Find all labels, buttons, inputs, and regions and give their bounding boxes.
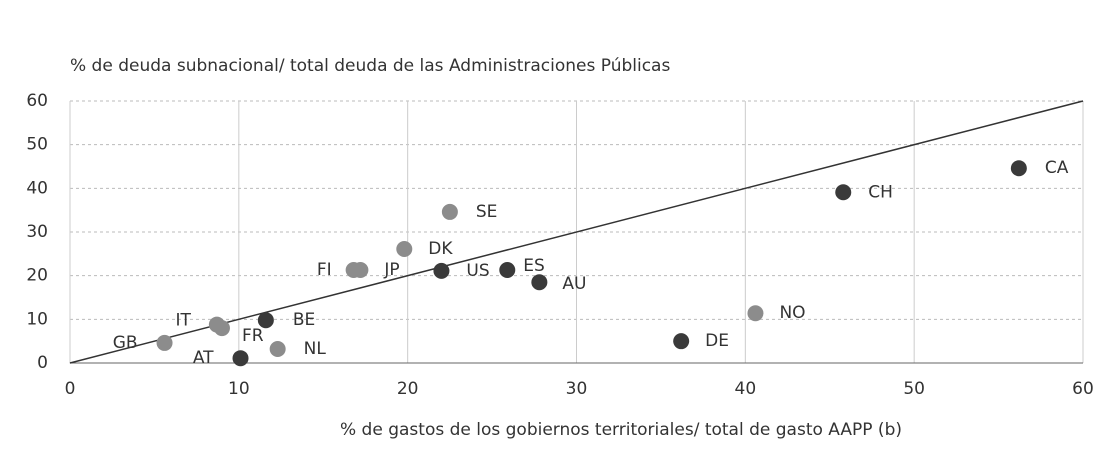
point bbox=[156, 334, 173, 351]
identity-line bbox=[69, 100, 1084, 364]
point bbox=[352, 261, 369, 278]
x-tick-label: 60 bbox=[1072, 379, 1094, 399]
x-tick-label: 10 bbox=[228, 379, 250, 399]
point-label: NO bbox=[779, 303, 805, 323]
x-tick-label: 20 bbox=[397, 379, 419, 399]
point-label: US bbox=[466, 261, 489, 281]
point-label: FR bbox=[242, 326, 264, 346]
point bbox=[531, 274, 548, 291]
x-tick-label: 0 bbox=[65, 379, 76, 399]
y-tick-label: 0 bbox=[37, 353, 48, 373]
point-label: SE bbox=[476, 202, 498, 222]
x-tick-label: 50 bbox=[903, 379, 925, 399]
point-label: BE bbox=[293, 310, 315, 330]
point bbox=[673, 333, 690, 350]
point-label: ES bbox=[523, 256, 545, 276]
point bbox=[1010, 160, 1027, 177]
chart-title: % de deuda subnacional/ total deuda de l… bbox=[70, 56, 670, 76]
point-label: CA bbox=[1045, 158, 1069, 178]
point bbox=[257, 312, 274, 329]
y-tick-label: 20 bbox=[26, 266, 48, 286]
x-tick-label: 40 bbox=[735, 379, 757, 399]
point bbox=[499, 261, 516, 278]
point-label: AT bbox=[193, 348, 214, 368]
point-label: NL bbox=[304, 339, 327, 359]
y-tick-label: 50 bbox=[26, 135, 48, 155]
point-label: GB bbox=[113, 333, 138, 353]
point bbox=[232, 350, 249, 367]
x-tick-label: 30 bbox=[566, 379, 588, 399]
point bbox=[213, 320, 230, 337]
x-axis-label: % de gastos de los gobiernos territorial… bbox=[340, 420, 902, 440]
y-tick-label: 60 bbox=[26, 91, 48, 111]
point bbox=[433, 262, 450, 279]
point bbox=[747, 305, 764, 322]
y-tick-label: 10 bbox=[26, 309, 48, 329]
point-label: JP bbox=[383, 260, 399, 280]
point-label: AU bbox=[562, 274, 586, 294]
point bbox=[396, 241, 413, 258]
point-label: DE bbox=[705, 331, 729, 351]
point-label: FI bbox=[317, 260, 332, 280]
point-label: CH bbox=[868, 182, 893, 202]
point bbox=[835, 184, 852, 201]
point bbox=[441, 203, 458, 220]
y-tick-label: 30 bbox=[26, 222, 48, 242]
y-tick-label: 40 bbox=[26, 178, 48, 198]
point-label: DK bbox=[428, 239, 453, 259]
point bbox=[269, 341, 286, 358]
point-label: IT bbox=[175, 311, 191, 331]
